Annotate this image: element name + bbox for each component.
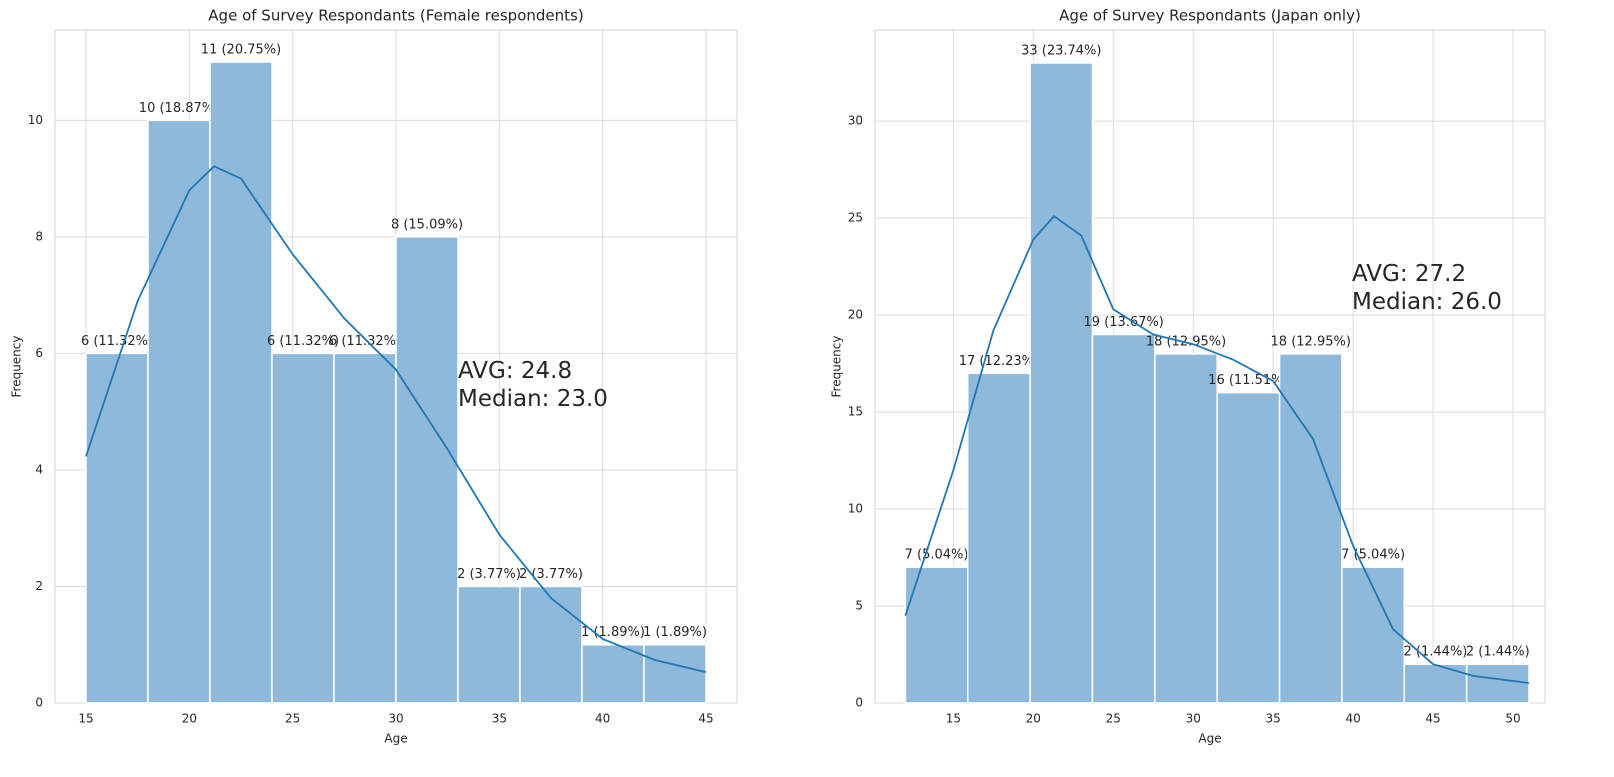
x-tick-label: 20 — [1026, 712, 1041, 726]
y-tick-label: 0 — [855, 696, 863, 710]
x-tick-label: 15 — [946, 712, 961, 726]
kde-line — [904, 214, 1530, 684]
kde-line — [85, 165, 707, 673]
x-tick-label: 50 — [1505, 712, 1520, 726]
value-label: 2 (1.44%) — [1404, 645, 1468, 660]
x-tick-label: 25 — [1106, 712, 1121, 726]
bar — [1216, 391, 1281, 704]
bar — [395, 236, 459, 704]
value-label: 6 (11.32%) — [81, 334, 153, 349]
y-axis-label: Frequency — [10, 336, 24, 398]
y-axis-label: Frequency — [830, 336, 844, 398]
bar — [581, 643, 645, 704]
bar — [643, 643, 707, 704]
bar — [85, 352, 149, 704]
bar — [1403, 663, 1468, 704]
bar — [1029, 62, 1094, 704]
x-tick-label: 35 — [492, 712, 507, 726]
subplot: 15 20 25 30 35 40 45 0 2 4 6 8 10 6 (11.32%) 10 (18.87… — [10, 7, 738, 746]
value-label: 2 (3.77%) — [519, 567, 583, 582]
x-tick-label: 20 — [182, 712, 197, 726]
y-tick-label: 20 — [848, 308, 863, 322]
value-label: 6 (11.32%) — [267, 334, 339, 349]
value-label: 7 (5.04%) — [1341, 548, 1405, 563]
value-label: 19 (13.67%) — [1083, 315, 1163, 330]
y-tick-label: 8 — [35, 229, 43, 243]
chart-title: Age of Survey Respondants (Female respon… — [208, 7, 583, 25]
value-label: 18 (12.95%) — [1271, 334, 1351, 349]
chart-title: Age of Survey Respondants (Japan only) — [1059, 7, 1361, 25]
value-label: 7 (5.04%) — [905, 548, 969, 563]
value-label: 11 (20.75%) — [201, 43, 281, 58]
value-label: 33 (23.74%) — [1021, 43, 1101, 58]
bar — [1465, 663, 1530, 704]
y-tick-label: 30 — [848, 114, 863, 128]
value-label: 2 (1.44%) — [1466, 645, 1530, 660]
y-tick-label: 6 — [35, 346, 43, 360]
x-tick-label: 40 — [595, 712, 610, 726]
x-tick-label: 45 — [698, 712, 713, 726]
value-label: 10 (18.87%) — [139, 101, 219, 116]
bar — [966, 372, 1031, 704]
bar — [333, 352, 397, 704]
y-tick-label: 4 — [35, 462, 43, 476]
bar — [209, 61, 273, 704]
bar — [271, 352, 335, 704]
x-axis-label: Age — [384, 732, 407, 746]
x-axis-label: Age — [1198, 732, 1221, 746]
annotation: Median: 26.0 — [1352, 289, 1502, 315]
value-label: 1 (1.89%) — [581, 625, 645, 640]
value-label: 8 (15.09%) — [391, 217, 463, 232]
bar — [1278, 353, 1343, 704]
x-tick-label: 30 — [388, 712, 403, 726]
annotation: AVG: 24.8 — [458, 358, 572, 384]
bar — [1341, 566, 1406, 704]
bar — [147, 119, 211, 704]
annotation: Median: 23.0 — [458, 386, 608, 412]
value-label: 2 (3.77%) — [457, 567, 521, 582]
bar — [519, 585, 583, 704]
y-tick-label: 10 — [848, 502, 863, 516]
y-tick-label: 0 — [35, 696, 43, 710]
bar — [457, 585, 521, 704]
x-tick-label: 25 — [285, 712, 300, 726]
x-tick-label: 40 — [1345, 712, 1360, 726]
y-tick-label: 2 — [35, 579, 43, 593]
bar — [904, 566, 969, 704]
annotation: AVG: 27.2 — [1352, 261, 1466, 287]
x-tick-label: 35 — [1266, 712, 1281, 726]
y-tick-label: 15 — [848, 405, 863, 419]
x-tick-label: 15 — [78, 712, 93, 726]
bar — [1154, 353, 1218, 704]
y-tick-label: 25 — [848, 211, 863, 225]
x-tick-label: 30 — [1186, 712, 1201, 726]
y-tick-label: 5 — [855, 599, 863, 613]
value-label: 17 (12.23%) — [959, 354, 1039, 369]
value-label: 16 (11.51%) — [1208, 373, 1288, 388]
bar — [1091, 333, 1156, 704]
value-label: 1 (1.89%) — [643, 625, 707, 640]
y-tick-label: 10 — [28, 113, 43, 127]
value-label: 6 (11.32%) — [329, 334, 401, 349]
x-tick-label: 45 — [1425, 712, 1440, 726]
subplot: 15 20 25 30 35 40 45 50 0 5 10 15 20 25 30 7 (5.04%) 17 … — [830, 7, 1546, 746]
